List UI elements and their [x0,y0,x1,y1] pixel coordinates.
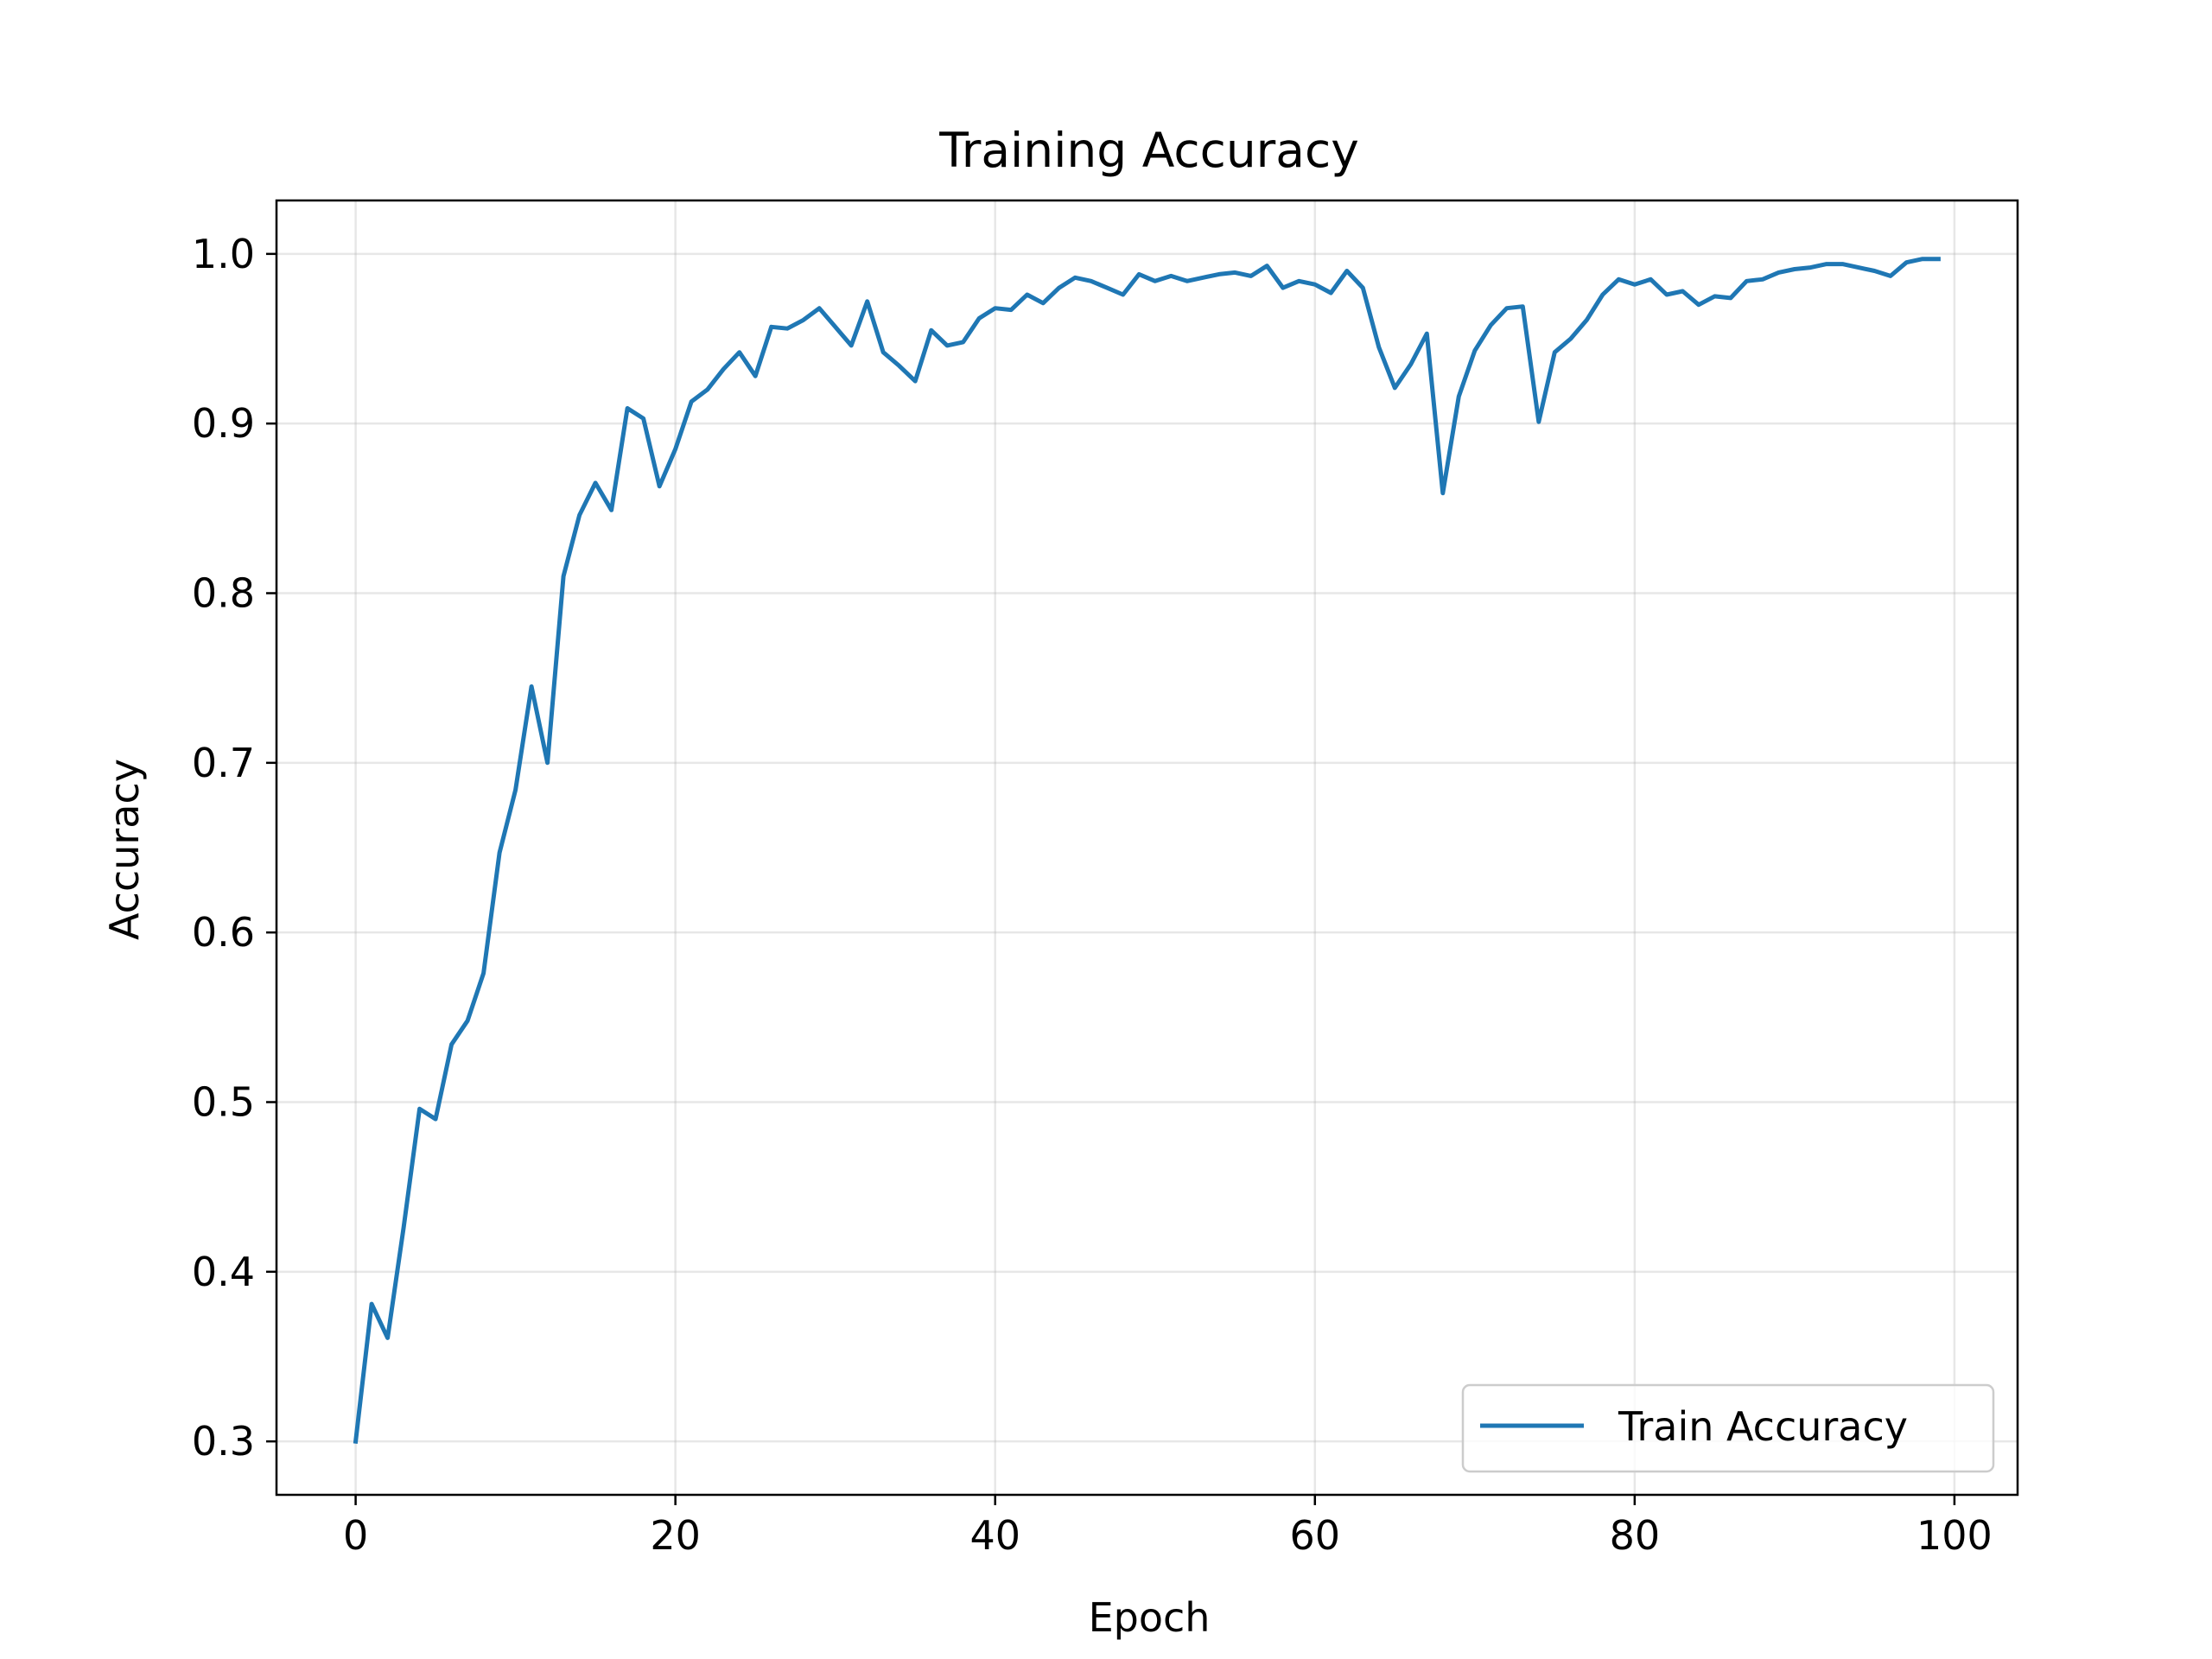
x-tick-label: 100 [1916,1512,1993,1559]
y-tick-label: 1.0 [192,231,255,277]
y-axis-label: Accuracy [101,759,148,940]
legend: Train Accuracy [1461,1383,1995,1473]
x-tick-label: 0 [343,1512,368,1559]
legend-box [1461,1383,1995,1473]
series-layer [353,257,1941,1444]
y-tick-label: 0.4 [192,1249,255,1295]
y-tick-label: 0.6 [192,909,255,956]
y-tick-label: 0.3 [192,1418,255,1465]
grid [276,200,2018,1495]
x-axis-label: Epoch [1089,1594,1211,1641]
legend-label: Train Accuracy [1618,1403,1908,1450]
y-tick-label: 0.8 [192,570,255,617]
y-tick-label: 0.7 [192,740,255,786]
plot-frame [275,199,2019,1497]
x-tick-label: 40 [969,1512,1020,1559]
y-tick-label: 0.5 [192,1078,255,1125]
x-tick-label: 60 [1290,1512,1341,1559]
chart-title: Training Accuracy [938,123,1359,178]
series-line-train-accuracy [353,257,1941,1444]
ticks: 0 20 40 60 80 100 0.3 0.4 0.5 0.6 0.7 0.8 0.9 1.0 [192,231,1993,1559]
x-tick-label: 80 [1610,1512,1661,1559]
y-tick-label: 0.9 [192,400,255,447]
x-tick-label: 20 [650,1512,701,1559]
